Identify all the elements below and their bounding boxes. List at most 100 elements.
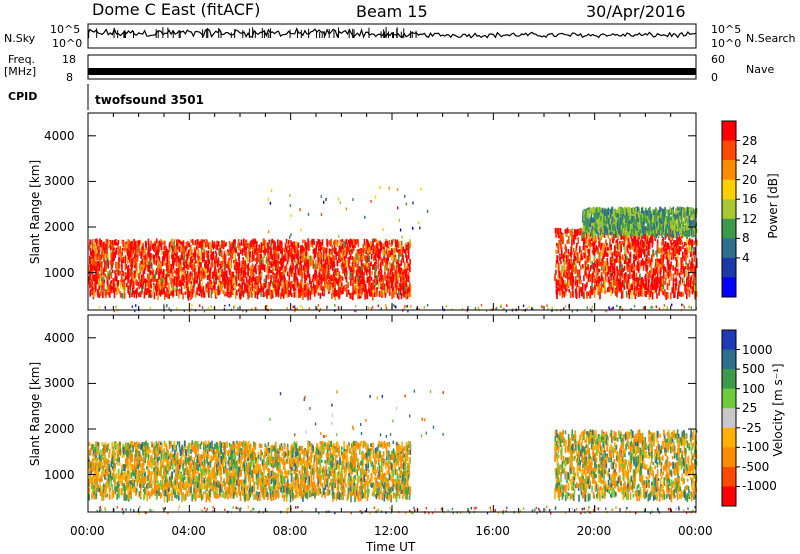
- rti-cell: [338, 245, 341, 251]
- rti-cell: [639, 261, 641, 270]
- rti-cell: [182, 282, 185, 286]
- rti-cell: [674, 250, 677, 255]
- rti-cell: [614, 259, 616, 264]
- rti-cell: [175, 270, 177, 274]
- rti-cell: [108, 286, 111, 291]
- rti-cell: [265, 290, 268, 297]
- rti-cell: [560, 284, 562, 291]
- rti-cell: [120, 293, 122, 298]
- rti-cell: [649, 291, 652, 298]
- rti-cell: [144, 254, 147, 261]
- rti-cell: [686, 238, 688, 244]
- rti-cell: [104, 254, 107, 258]
- rti-cell: [555, 263, 557, 268]
- rti-cell: [602, 242, 604, 248]
- rti-cell: [107, 285, 110, 291]
- rti-cell: [138, 273, 140, 278]
- rti-cell: [694, 285, 696, 291]
- rti-cell: [645, 273, 647, 282]
- rti-cell: [131, 257, 134, 264]
- rti-cell: [190, 239, 192, 243]
- rti-cell: [147, 287, 149, 294]
- rti-cell: [397, 260, 399, 264]
- rti-cell: [100, 272, 103, 276]
- rti-cell: [339, 287, 342, 292]
- rti-cell: [362, 277, 365, 285]
- rti-cell: [110, 254, 112, 259]
- rti-cell: [591, 275, 594, 283]
- rti-cell: [229, 244, 231, 252]
- rti-cell: [251, 263, 254, 268]
- rti-cell: [163, 246, 165, 250]
- rti-cell: [187, 283, 190, 290]
- rti-cell: [559, 228, 562, 237]
- rti-cell: [214, 266, 216, 271]
- rti-cell: [692, 270, 694, 277]
- rti-cell: [406, 258, 408, 263]
- rti-cell: [377, 260, 379, 269]
- rti-cell: [658, 279, 660, 285]
- rti-cell: [109, 269, 111, 277]
- rti-cell: [139, 266, 142, 272]
- rti-cell: [405, 280, 408, 287]
- rti-cell: [356, 265, 359, 274]
- rti-cell: [612, 266, 614, 271]
- rti-cell: [675, 260, 678, 267]
- rti-cell: [613, 245, 616, 251]
- rti-cell: [158, 279, 161, 288]
- rti-cell: [230, 243, 233, 248]
- rti-cell: [262, 263, 265, 268]
- rti-cell: [365, 250, 367, 254]
- rti-cell: [217, 257, 220, 261]
- rti-cell: [665, 274, 667, 280]
- rti-cell: [555, 281, 558, 289]
- rti-cell: [402, 258, 405, 263]
- rti-cell: [674, 267, 676, 275]
- rti-cell: [593, 235, 596, 242]
- station-title: Dome C East (fitACF): [92, 0, 261, 19]
- rti-cell: [124, 282, 126, 291]
- rti-cell: [555, 259, 558, 264]
- rti-cell: [317, 257, 319, 266]
- rti-cell: [198, 282, 201, 291]
- rti-cell: [359, 266, 362, 271]
- rti-cell: [191, 293, 193, 298]
- rti-cell: [376, 275, 378, 280]
- rti-cell: [396, 260, 399, 268]
- rti-cell: [248, 267, 251, 272]
- rti-cell: [221, 240, 224, 248]
- rti-cell: [176, 241, 179, 250]
- rti-cell: [351, 272, 353, 280]
- rti-cell: [230, 257, 233, 264]
- rti-cell: [362, 284, 364, 288]
- rti-cell: [561, 277, 564, 284]
- rti-cell: [283, 286, 285, 294]
- rti-cell: [694, 265, 696, 269]
- rti-cell: [303, 284, 306, 292]
- rti-cell: [677, 248, 679, 252]
- rti-cell: [91, 258, 93, 266]
- rti-cell: [666, 283, 669, 286]
- rti-cell: [252, 276, 254, 280]
- rti-cell: [147, 273, 149, 279]
- rti-cell: [619, 263, 621, 269]
- rti-cell: [316, 264, 319, 270]
- rti-cell: [596, 258, 598, 266]
- rti-cell: [649, 270, 651, 279]
- rti-cell: [171, 238, 173, 246]
- rti-cell: [672, 283, 675, 292]
- rti-cell: [335, 290, 338, 297]
- rti-cell: [309, 279, 311, 285]
- rti-cell: [617, 269, 620, 274]
- rti-cell: [624, 246, 626, 254]
- rti-cell: [141, 275, 143, 282]
- rti-cell: [170, 291, 172, 296]
- rti-cell: [586, 274, 588, 279]
- rti-cell: [191, 259, 194, 264]
- rti-cell: [689, 252, 692, 258]
- rti-cell: [99, 257, 102, 263]
- rti-cell: [659, 258, 662, 264]
- rti-cell: [254, 257, 257, 262]
- rti-cell: [175, 246, 178, 252]
- rti-cell: [317, 292, 320, 296]
